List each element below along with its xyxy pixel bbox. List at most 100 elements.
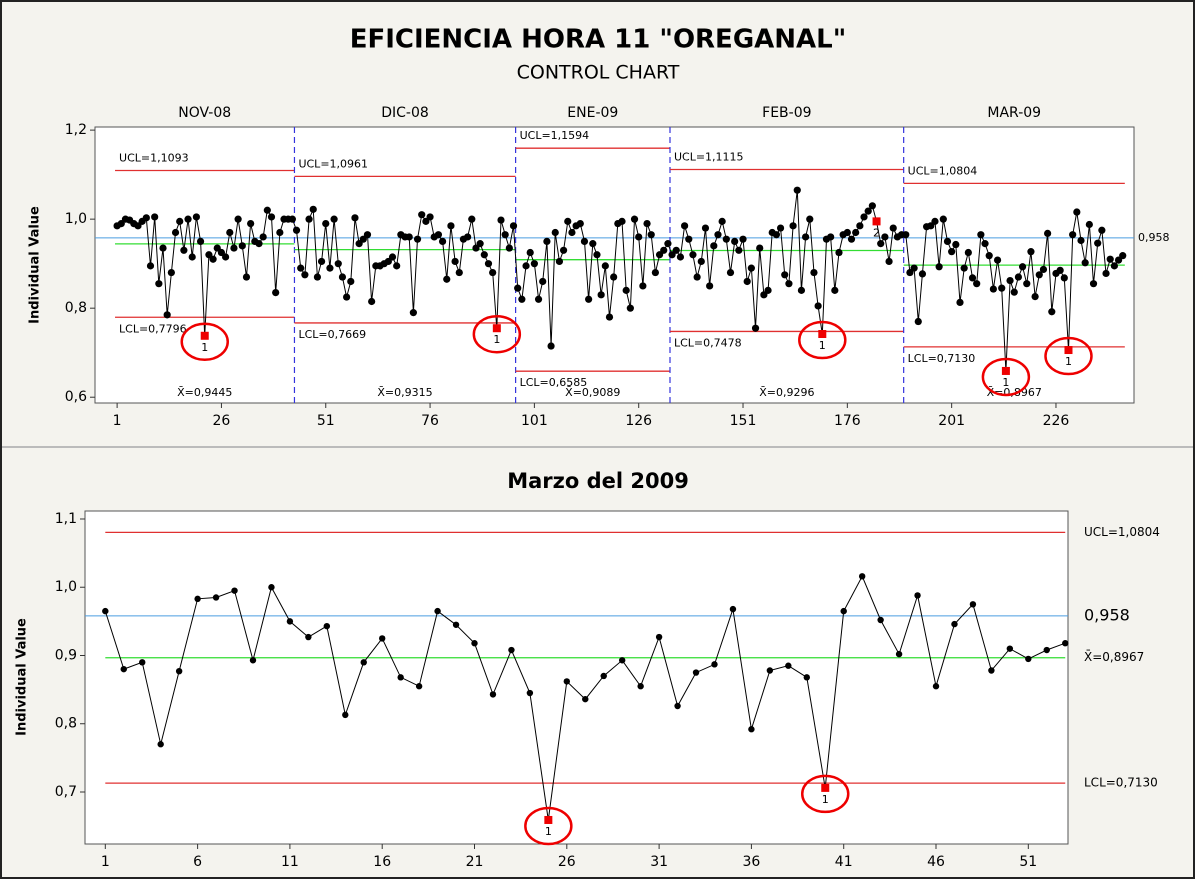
data-point [939,215,947,223]
data-point [622,286,630,294]
data-point [415,683,423,690]
data-point [951,620,958,628]
data-point [1031,293,1039,301]
y-tick-label: 1,2 [65,122,87,138]
mean-label: X̄=0,9445 [177,386,232,399]
data-point [706,282,714,290]
data-point [438,237,447,246]
x-tick-label: 46 [927,854,945,870]
data-point [692,669,700,676]
data-point [600,672,607,680]
data-point [748,726,755,733]
data-point [1077,236,1085,245]
data-point [1119,252,1127,260]
data-point [413,235,422,243]
data-point [630,215,639,223]
data-point [526,689,534,697]
data-point [952,240,960,249]
data-point [1056,266,1064,274]
data-point [827,233,835,241]
data-point [756,244,764,252]
data-point [681,222,689,230]
data-point [714,231,722,239]
data-point [831,286,839,294]
data-point [405,233,413,241]
data-point [455,268,463,277]
data-point [196,237,205,246]
data-point [194,595,201,603]
data-point [772,231,781,239]
data-point [988,667,995,674]
data-point [864,207,872,215]
data-point [322,220,330,228]
data-point [1081,259,1089,267]
data-point [443,275,451,283]
data-point [543,237,551,246]
flagged-point [818,330,827,338]
data-point [589,240,597,248]
data-point [943,237,952,246]
data-point [338,273,347,281]
data-point [1069,231,1077,239]
data-point [711,661,718,668]
data-point [255,240,263,248]
data-point [1106,255,1114,263]
flagged-point [200,331,209,340]
data-point [505,244,513,252]
data-point [651,268,659,277]
data-point [330,215,338,223]
data-point [935,263,943,271]
data-point [1025,655,1032,663]
data-point [286,618,294,625]
data-point [981,240,989,248]
flag-circle [981,357,1031,397]
data-point [810,268,818,277]
data-point [747,264,755,272]
data-point [526,248,534,257]
data-point [739,235,747,243]
data-point [998,284,1006,292]
data-point [452,621,460,628]
data-point [188,253,196,261]
lcl-label: LCL=0,7130 [908,352,976,365]
data-point [674,702,681,710]
data-point [434,607,441,615]
data-point [626,304,634,312]
flagged-point [544,815,553,824]
data-point [868,202,876,210]
data-point [1006,276,1014,285]
data-point [729,605,737,613]
data-point [889,224,897,232]
data-point [643,220,651,228]
ucl-label: UCL=1,0804 [1084,525,1160,539]
data-point [226,228,234,237]
y-tick-label: 1,0 [65,211,87,227]
data-point [489,691,497,698]
data-point [985,252,993,260]
data-point [238,242,246,250]
data-point [292,226,301,234]
data-point [212,594,220,601]
data-point [580,237,589,246]
data-point [597,291,605,299]
flag-label: 1 [822,793,829,806]
data-point [242,273,251,281]
data-point [146,262,155,270]
data-point [664,240,672,248]
lcl-label: LCL=0,7669 [298,328,366,341]
data-point [360,659,367,666]
data-point [948,248,956,256]
flag-circle [472,314,522,354]
flag-label: 1 [1065,355,1072,368]
data-point [852,228,860,237]
ucl-label: UCL=1,1093 [119,151,189,164]
data-point [393,262,401,270]
data-point [1089,280,1098,288]
data-point [151,213,159,221]
data-point [722,235,730,243]
data-point [789,222,797,230]
chart-subtitle: CONTROL CHART [517,62,680,84]
data-point [910,264,918,272]
data-point [317,257,326,266]
x-tick-label: 101 [521,413,548,429]
